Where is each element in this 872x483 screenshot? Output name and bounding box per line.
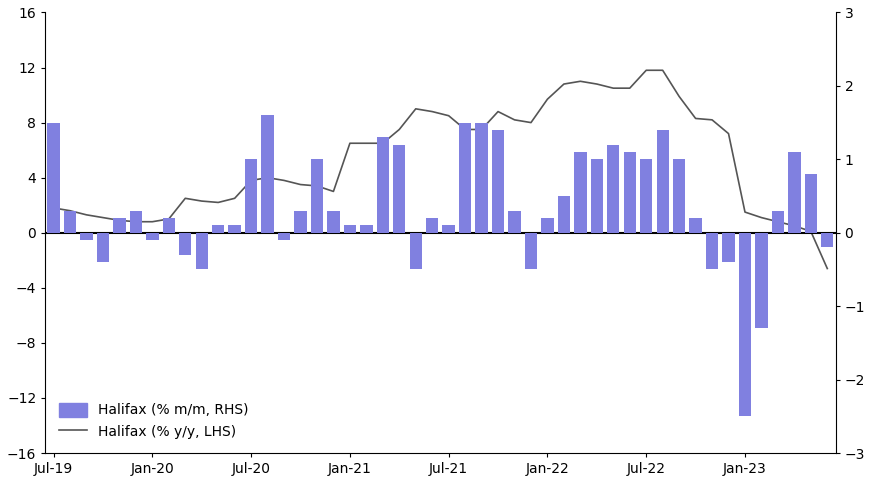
Bar — [623, 152, 636, 233]
Bar — [393, 144, 405, 233]
Bar — [195, 233, 208, 270]
Bar — [475, 123, 487, 233]
Bar — [130, 211, 142, 233]
Bar — [442, 226, 455, 233]
Bar — [245, 159, 257, 233]
Bar — [179, 233, 192, 255]
Bar — [788, 152, 800, 233]
Bar — [640, 159, 652, 233]
Bar — [377, 137, 389, 233]
Bar — [706, 233, 719, 270]
Bar — [295, 211, 307, 233]
Bar — [574, 152, 587, 233]
Bar — [657, 130, 669, 233]
Bar — [590, 159, 603, 233]
Bar — [80, 233, 92, 240]
Bar — [722, 233, 735, 262]
Bar — [821, 233, 834, 247]
Bar — [113, 218, 126, 233]
Bar — [508, 211, 521, 233]
Bar — [278, 233, 290, 240]
Bar — [64, 211, 76, 233]
Bar — [97, 233, 109, 262]
Bar — [262, 115, 274, 233]
Bar — [805, 174, 817, 233]
Bar — [739, 233, 751, 416]
Bar — [146, 233, 159, 240]
Bar — [410, 233, 422, 270]
Bar — [607, 144, 619, 233]
Bar — [459, 123, 471, 233]
Bar — [772, 211, 784, 233]
Bar — [212, 226, 224, 233]
Bar — [673, 159, 685, 233]
Bar — [426, 218, 439, 233]
Bar — [327, 211, 339, 233]
Bar — [163, 218, 175, 233]
Bar — [525, 233, 537, 270]
Bar — [47, 123, 60, 233]
Bar — [558, 196, 570, 233]
Legend: Halifax (% m/m, RHS), Halifax (% y/y, LHS): Halifax (% m/m, RHS), Halifax (% y/y, LH… — [52, 396, 255, 446]
Bar — [690, 218, 702, 233]
Bar — [542, 218, 554, 233]
Bar — [492, 130, 504, 233]
Bar — [755, 233, 767, 328]
Bar — [310, 159, 324, 233]
Bar — [228, 226, 241, 233]
Bar — [344, 226, 356, 233]
Bar — [360, 226, 372, 233]
